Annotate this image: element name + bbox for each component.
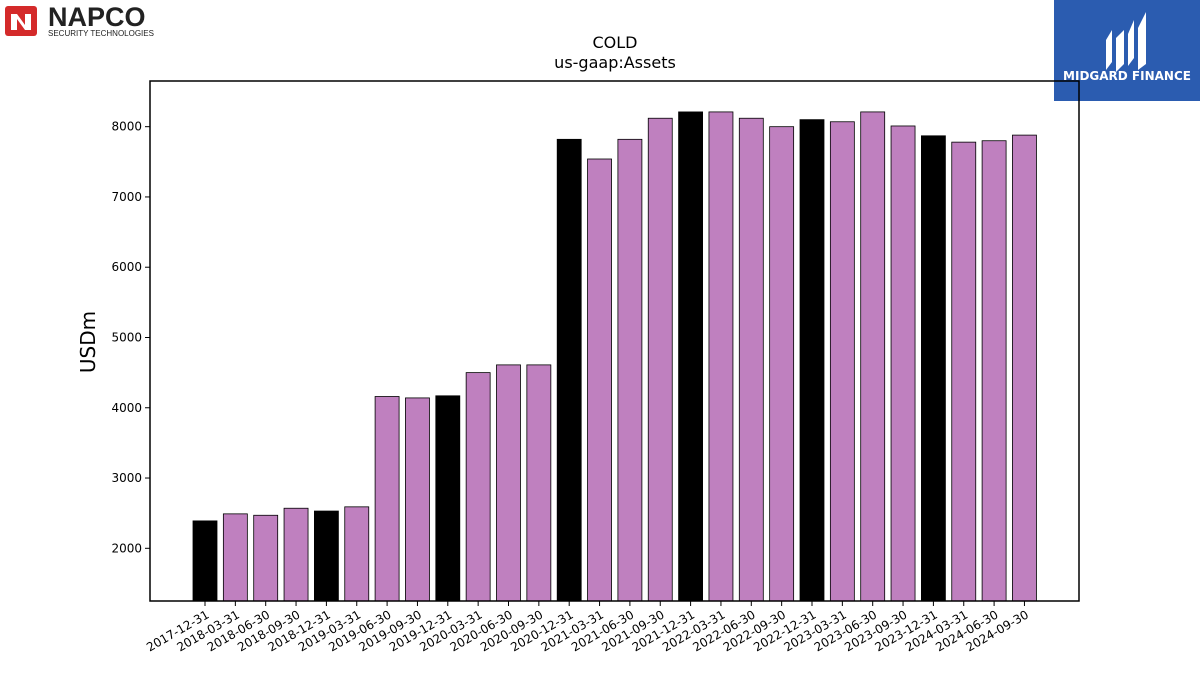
bar-2018-06-30 bbox=[253, 514, 279, 602]
bar-2019-12-31 bbox=[435, 395, 461, 602]
bar-2021-12-31 bbox=[678, 111, 703, 602]
bar-2021-09-30 bbox=[647, 117, 673, 602]
midgard-wordmark: MIDGARD FINANCE bbox=[1063, 69, 1191, 83]
bar-2023-06-30 bbox=[860, 111, 886, 602]
bar-2024-03-31 bbox=[951, 141, 977, 602]
bar-2021-06-30 bbox=[617, 138, 643, 602]
bar-2022-06-30 bbox=[738, 117, 764, 602]
midgard-finance-logo: MIDGARD FINANCE bbox=[1054, 0, 1200, 101]
bar-2018-09-30 bbox=[283, 507, 309, 602]
bar-2018-12-31 bbox=[313, 510, 339, 602]
bar-2020-03-31 bbox=[465, 372, 491, 602]
bar-2022-03-31 bbox=[708, 111, 734, 602]
y-axis: 2000 3000 4000 5000 6000 7000 8000 bbox=[111, 120, 150, 555]
chart-title: COLD bbox=[593, 33, 638, 52]
bar-2023-12-31 bbox=[921, 135, 946, 602]
plot-area-frame bbox=[149, 80, 1080, 602]
y-tick-label: 2000 bbox=[111, 541, 142, 555]
napco-wordmark: NAPCO bbox=[48, 4, 146, 32]
bar-2019-06-30 bbox=[374, 396, 400, 602]
y-tick-label: 6000 bbox=[111, 260, 142, 274]
bar-2024-09-30 bbox=[1012, 134, 1037, 602]
midgard-m-icon bbox=[1106, 12, 1146, 72]
bar-2023-09-30 bbox=[890, 125, 916, 602]
bar-2018-03-31 bbox=[222, 513, 248, 602]
bar-2023-03-31 bbox=[829, 121, 855, 602]
bars-group bbox=[192, 111, 1037, 602]
y-tick-label: 8000 bbox=[111, 120, 142, 134]
bar-2019-09-30 bbox=[405, 397, 430, 602]
chart-subtitle: us-gaap:Assets bbox=[554, 53, 676, 72]
bar-2022-12-31 bbox=[799, 119, 825, 602]
y-tick-label: 7000 bbox=[111, 190, 142, 204]
bar-2020-09-30 bbox=[526, 364, 552, 602]
napco-logo: NAPCO SECURITY TECHNOLOGIES bbox=[5, 4, 154, 38]
bar-2021-03-31 bbox=[587, 158, 612, 602]
bar-2024-06-30 bbox=[981, 140, 1007, 602]
bar-2020-06-30 bbox=[496, 364, 521, 602]
napco-n-icon bbox=[5, 6, 37, 36]
y-tick-label: 4000 bbox=[111, 401, 142, 415]
bar-2017-12-31 bbox=[192, 520, 218, 602]
y-tick-label: 3000 bbox=[111, 471, 142, 485]
bar-2019-03-31 bbox=[344, 506, 370, 602]
y-tick-label: 5000 bbox=[111, 330, 142, 344]
napco-tagline: SECURITY TECHNOLOGIES bbox=[48, 29, 154, 38]
x-axis: 2017-12-312018-03-312018-06-302018-09-30… bbox=[144, 601, 1031, 654]
y-axis-label: USDm bbox=[76, 311, 100, 373]
bar-2020-12-31 bbox=[556, 138, 582, 602]
bar-2022-09-30 bbox=[769, 126, 795, 602]
